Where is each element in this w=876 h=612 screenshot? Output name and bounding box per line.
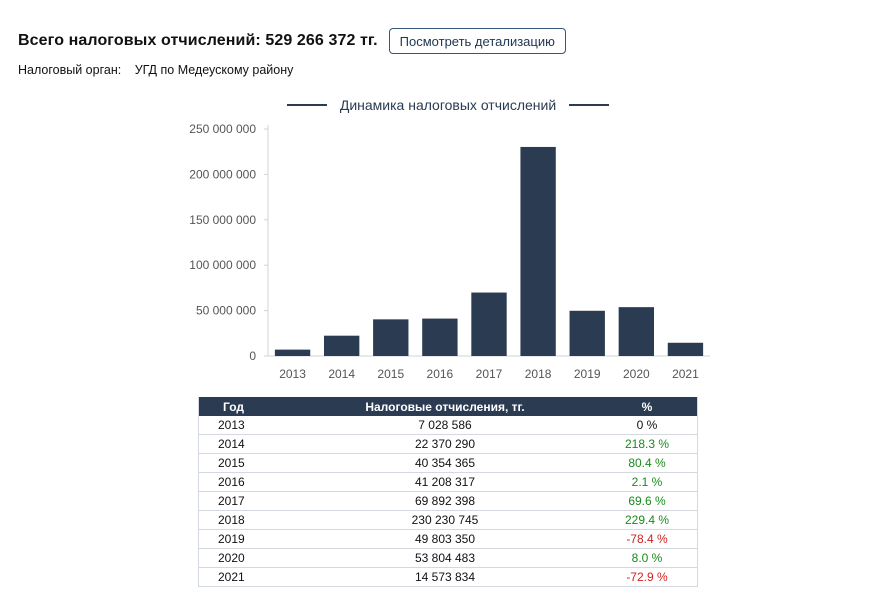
x-tick-label: 2021 [672, 367, 699, 381]
cell-amount: 69 892 398 [293, 491, 597, 511]
cell-percent: 0 % [597, 416, 698, 435]
cell-amount: 49 803 350 [293, 529, 597, 549]
y-tick-label: 200 000 000 [189, 167, 256, 181]
y-tick-label: 250 000 000 [189, 122, 256, 136]
col-header-amount: Налоговые отчисления, тг. [293, 397, 597, 416]
chart-title: Динамика налоговых отчислений [340, 97, 556, 113]
cell-amount: 40 354 365 [293, 453, 597, 473]
y-tick-label: 50 000 000 [196, 304, 256, 318]
tax-table: Год Налоговые отчисления, тг. % 2013 7 02… [198, 397, 698, 587]
cell-year: 2015 [198, 453, 293, 473]
x-tick-label: 2013 [279, 367, 306, 381]
cell-year: 2013 [198, 416, 293, 435]
cell-amount: 7 028 586 [293, 416, 597, 435]
cell-year: 2017 [198, 491, 293, 511]
table-row: 2019 49 803 350 -78.4 % [198, 529, 698, 549]
tax-authority-value: УГД по Медеускому району [134, 63, 294, 77]
table-row: 2021 14 573 834 -72.9 % [198, 567, 698, 587]
table-row: 2014 22 370 290 218.3 % [198, 434, 698, 454]
view-details-button[interactable]: Посмотреть детализацию [388, 28, 566, 54]
tax-authority-line: Налоговый орган: УГД по Медеускому район… [18, 63, 293, 77]
cell-percent: -72.9 % [597, 567, 698, 587]
x-tick-label: 2020 [623, 367, 650, 381]
cell-percent: 218.3 % [597, 434, 698, 454]
bar-2017[interactable] [471, 292, 507, 356]
bar-2015[interactable] [373, 319, 409, 356]
col-header-percent: % [597, 397, 698, 416]
x-tick-label: 2018 [525, 367, 552, 381]
cell-year: 2020 [198, 548, 293, 568]
table-row: 2018 230 230 745 229.4 % [198, 510, 698, 530]
x-tick-label: 2017 [476, 367, 503, 381]
bar-2019[interactable] [569, 310, 605, 356]
chart-bars [274, 146, 704, 356]
x-tick-label: 2016 [427, 367, 454, 381]
bar-2016[interactable] [422, 318, 458, 356]
total-tax-label: Всего налоговых отчислений: 529 266 372 … [18, 32, 378, 49]
bar-2014[interactable] [323, 335, 360, 356]
cell-percent: 8.0 % [597, 548, 698, 568]
y-tick-label: 150 000 000 [189, 213, 256, 227]
col-header-year: Год [198, 397, 293, 416]
tax-dynamics-chart: Динамика налоговых отчислений 0 50 000 00… [180, 92, 720, 382]
cell-percent: -78.4 % [597, 529, 698, 549]
cell-percent: 80.4 % [597, 453, 698, 473]
bar-2013[interactable] [274, 349, 311, 356]
bar-2020[interactable] [618, 307, 655, 356]
chart-title-group: Динамика налоговых отчислений [287, 97, 609, 113]
cell-percent: 229.4 % [597, 510, 698, 530]
cell-amount: 230 230 745 [293, 510, 597, 530]
y-tick-label: 100 000 000 [189, 258, 256, 272]
summary-header: Всего налоговых отчислений: 529 266 372 … [18, 27, 566, 55]
cell-amount: 53 804 483 [293, 548, 597, 568]
table-row: 2015 40 354 365 80.4 % [198, 453, 698, 473]
cell-amount: 22 370 290 [293, 434, 597, 454]
cell-amount: 14 573 834 [293, 567, 597, 587]
cell-amount: 41 208 317 [293, 472, 597, 492]
cell-year: 2019 [198, 529, 293, 549]
table-header-row: Год Налоговые отчисления, тг. % [198, 397, 698, 416]
x-tick-label: 2014 [328, 367, 355, 381]
chart-x-labels: 2013 2014 2015 2016 2017 2018 2019 2020 2021 [279, 367, 699, 381]
tax-authority-label: Налоговый орган: [18, 63, 122, 77]
table-row: 2020 53 804 483 8.0 % [198, 548, 698, 568]
cell-year: 2018 [198, 510, 293, 530]
cell-year: 2014 [198, 434, 293, 454]
chart-axes: 0 50 000 000 100 000 000 150 000 000 200 000… [189, 122, 710, 363]
chart-svg: Динамика налоговых отчислений 0 50 000 00… [189, 97, 710, 381]
bar-2021[interactable] [667, 342, 704, 356]
table-row: 2013 7 028 586 0 % [198, 416, 698, 435]
table-row: 2016 41 208 317 2.1 % [198, 472, 698, 492]
bar-2018[interactable] [520, 146, 556, 356]
cell-year: 2021 [198, 567, 293, 587]
cell-year: 2016 [198, 472, 293, 492]
y-tick-label: 0 [249, 349, 256, 363]
table-row: 2017 69 892 398 69.6 % [198, 491, 698, 511]
x-tick-label: 2019 [574, 367, 601, 381]
cell-percent: 69.6 % [597, 491, 698, 511]
x-tick-label: 2015 [377, 367, 404, 381]
cell-percent: 2.1 % [597, 472, 698, 492]
